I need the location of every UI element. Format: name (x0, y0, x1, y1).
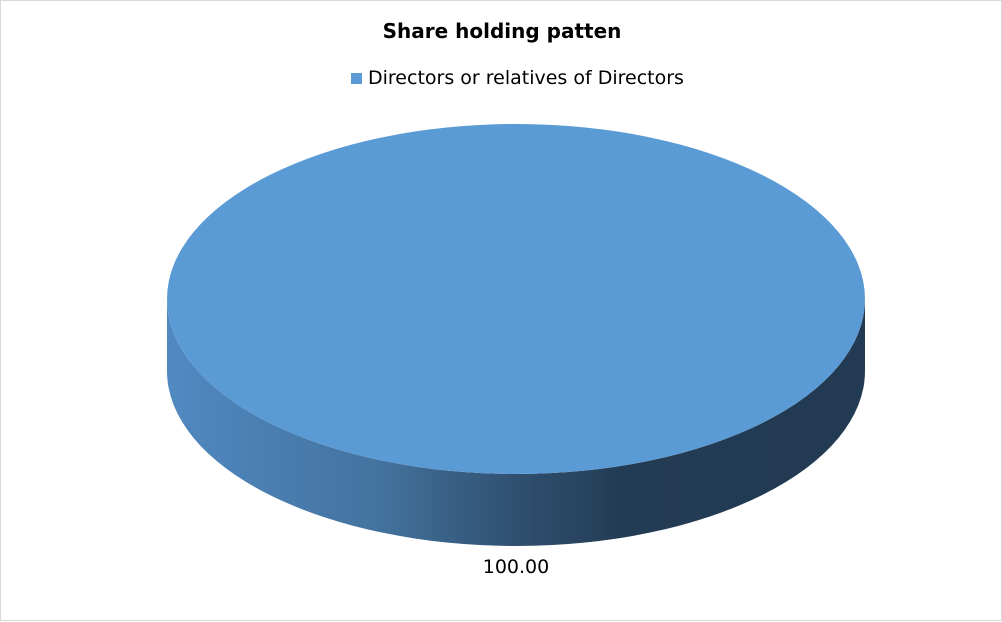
pie-slice-side (167, 299, 865, 546)
legend-label: Directors or relatives of Directors (368, 67, 684, 89)
data-label: 100.00 (482, 556, 550, 578)
legend-swatch (351, 72, 362, 84)
pie-slice-directors (167, 124, 865, 474)
chart-title-text: Share holding patten (382, 19, 622, 43)
chart-title: Share holding patten (1, 19, 1002, 43)
legend: Directors or relatives of Directors (351, 67, 684, 89)
